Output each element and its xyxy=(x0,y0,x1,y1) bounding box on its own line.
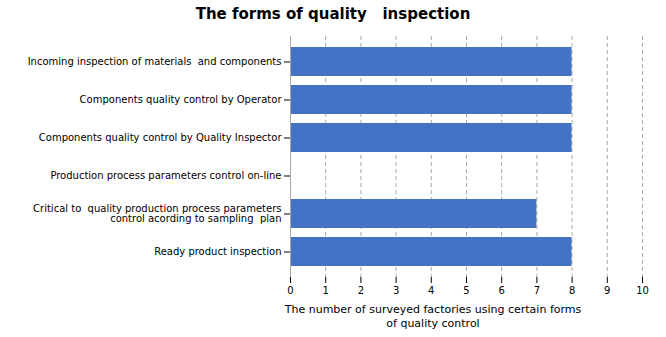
svg-text:8: 8 xyxy=(569,285,575,296)
svg-text:6: 6 xyxy=(499,285,505,296)
svg-text:Components quality control by: Components quality control by Operator xyxy=(80,94,283,105)
svg-text:9: 9 xyxy=(604,285,610,296)
svg-text:4: 4 xyxy=(428,285,434,296)
svg-text:Production process parameters: Production process parameters control on… xyxy=(50,170,281,181)
svg-text:3: 3 xyxy=(393,285,399,296)
svg-text:0: 0 xyxy=(287,285,293,296)
svg-text:1: 1 xyxy=(323,285,329,296)
svg-text:Ready product inspection: Ready product inspection xyxy=(154,246,281,257)
svg-text:2: 2 xyxy=(358,285,364,296)
svg-text:7: 7 xyxy=(534,285,540,296)
svg-text:Incoming inspection of materia: Incoming inspection of materials and com… xyxy=(28,56,282,67)
svg-text:10: 10 xyxy=(636,285,649,296)
svg-text:5: 5 xyxy=(463,285,469,296)
svg-text:Components quality control by: Components quality control by Quality In… xyxy=(39,132,283,143)
html-text:The number of surveyed factori: The number of surveyed factories using c… xyxy=(284,303,582,330)
svg-text:Critical to quality productio: Critical to quality production process p… xyxy=(33,203,281,224)
html-text:The forms of quality inspectio: The forms of quality inspection xyxy=(195,5,471,23)
